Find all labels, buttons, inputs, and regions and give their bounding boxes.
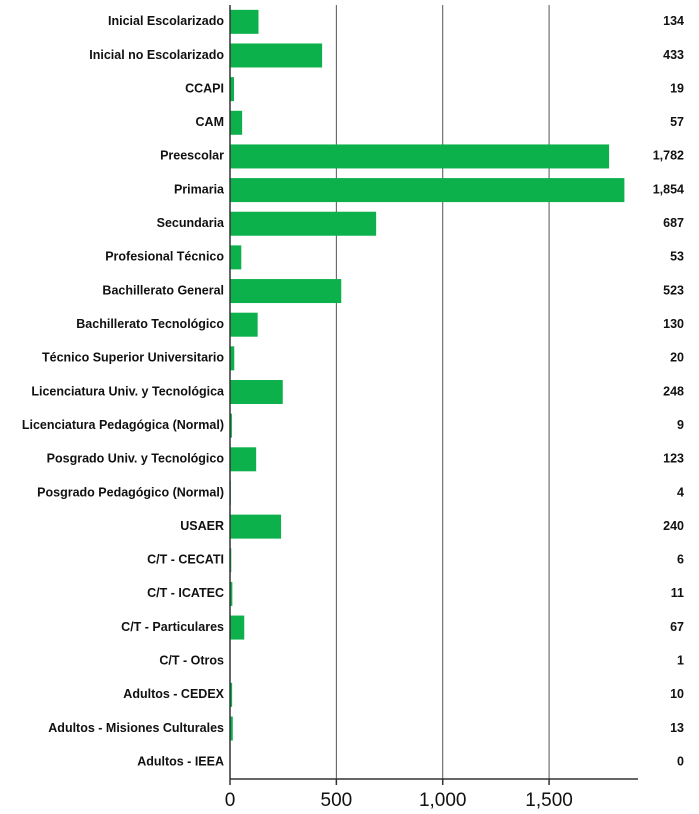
y-tick-label: Adultos - CEDEX: [123, 687, 224, 701]
data-label: 687: [663, 216, 684, 230]
data-label: 1,782: [653, 149, 684, 163]
data-label: 1,854: [653, 182, 684, 196]
y-tick-label: CAM: [196, 115, 224, 129]
y-tick-label: Adultos - Misiones Culturales: [48, 721, 224, 735]
data-label: 240: [663, 519, 684, 533]
bar: [230, 77, 235, 102]
y-tick-label: USAER: [180, 519, 224, 533]
data-label: 13: [670, 721, 684, 735]
data-label: 433: [663, 48, 684, 62]
y-tick-label: C/T - Particulares: [121, 620, 224, 634]
bar: [230, 178, 625, 203]
y-tick-label: Inicial no Escolarizado: [89, 48, 224, 62]
bar: [230, 581, 233, 606]
y-tick-label: Bachillerato General: [102, 283, 224, 297]
data-label: 134: [663, 14, 684, 28]
y-tick-label: Primaria: [174, 182, 225, 196]
bar: [230, 245, 242, 270]
y-tick-label: Adultos - IEEA: [137, 754, 224, 768]
y-tick-label: Inicial Escolarizado: [108, 14, 224, 28]
y-tick-label: C/T - ICATEC: [147, 586, 224, 600]
data-label: 11: [671, 586, 684, 600]
data-label: 123: [663, 452, 684, 466]
data-label: 67: [670, 620, 684, 634]
data-label: 9: [677, 418, 684, 432]
y-tick-label: Secundaria: [157, 216, 225, 230]
y-tick-label: Profesional Técnico: [105, 250, 224, 264]
bar: [230, 447, 257, 472]
data-label: 20: [670, 351, 684, 365]
y-tick-label: C/T - Otros: [159, 654, 224, 668]
bar: [230, 279, 342, 304]
bar: [230, 682, 233, 707]
data-label: 19: [670, 81, 684, 95]
data-label: 523: [663, 283, 684, 297]
y-tick-label: Licenciatura Univ. y Tecnológica: [31, 384, 225, 398]
bar: [230, 9, 259, 34]
y-tick-label: Preescolar: [160, 149, 224, 163]
y-tick-label: Técnico Superior Universitario: [42, 351, 224, 365]
data-label: 130: [663, 317, 684, 331]
bar: [230, 144, 610, 169]
y-tick-label: Bachillerato Tecnológico: [76, 317, 224, 331]
bar: [230, 514, 282, 539]
bar: [230, 211, 377, 236]
data-label: 4: [677, 485, 684, 499]
data-label: 1: [677, 654, 684, 668]
bar: [230, 43, 323, 68]
bar: [230, 615, 245, 640]
bar: [230, 346, 235, 371]
y-tick-label: CCAPI: [185, 81, 224, 95]
data-label: 57: [670, 115, 684, 129]
bar: [230, 110, 243, 135]
x-tick-label: 1,000: [419, 790, 467, 811]
x-tick-label: 500: [321, 790, 353, 811]
y-tick-label: Posgrado Pedagógico (Normal): [37, 485, 224, 499]
bar: [230, 380, 283, 404]
data-label: 53: [670, 250, 684, 264]
x-tick-label: 1,500: [525, 790, 573, 811]
y-tick-label: C/T - CECATI: [147, 553, 224, 567]
bar: [230, 716, 233, 741]
y-tick-label: Licenciatura Pedagógica (Normal): [22, 418, 224, 432]
data-label: 248: [663, 384, 684, 398]
bar: [230, 312, 258, 337]
y-tick-label: Posgrado Univ. y Tecnológico: [47, 452, 225, 466]
data-label: 10: [670, 687, 684, 701]
x-tick-label: 0: [225, 790, 236, 811]
data-label: 0: [677, 754, 684, 768]
data-label: 6: [677, 553, 684, 567]
bar: [230, 413, 232, 438]
